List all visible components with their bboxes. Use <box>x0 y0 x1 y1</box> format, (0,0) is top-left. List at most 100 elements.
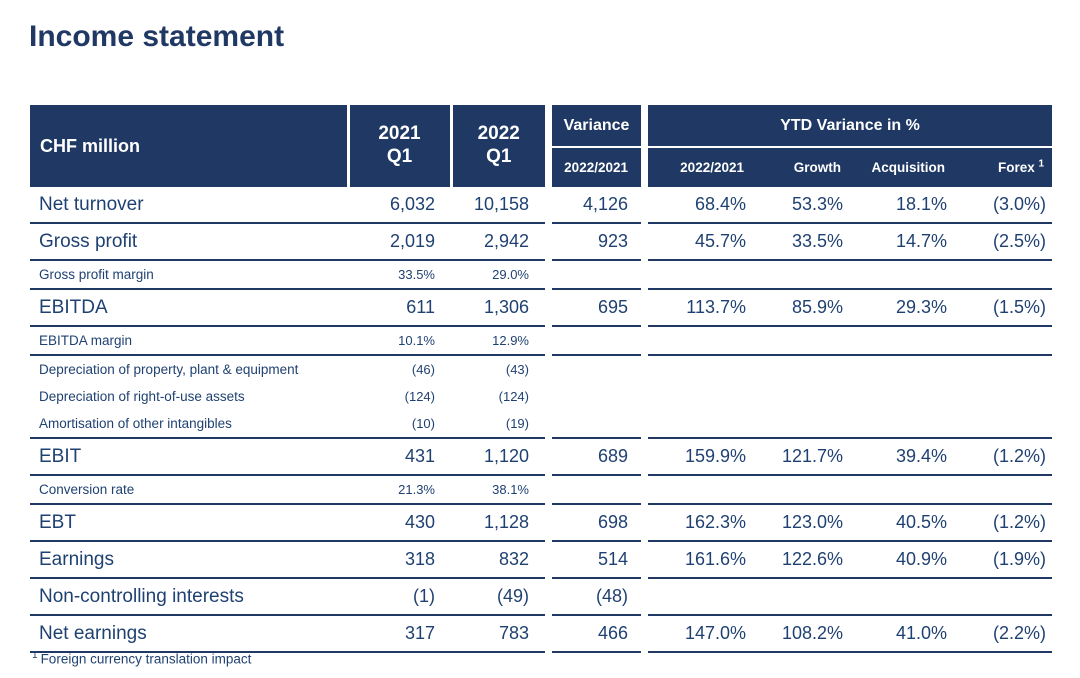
column-gap <box>545 260 552 289</box>
column-gap <box>545 504 552 541</box>
header-2021-q1: 2021 Q1 <box>346 105 451 187</box>
cell-ytd-2022-2021 <box>648 260 752 290</box>
cell-ytd-2022-2021 <box>648 383 752 410</box>
cell-ytd-forex <box>953 475 1053 505</box>
cell-ytd-growth: 121.7% <box>752 438 849 476</box>
cell-ytd-acquisition <box>849 260 953 290</box>
cell-ytd-forex: (1.2%) <box>953 438 1053 476</box>
cell-ytd-growth <box>752 260 849 290</box>
cell-ytd-growth: 85.9% <box>752 289 849 327</box>
income-statement-table: CHF million 2021 Q1 2022 Q1 Variance YTD… <box>30 105 1053 653</box>
table-row: Depreciation of property, plant & equipm… <box>30 355 1052 383</box>
cell-ytd-forex: (2.2%) <box>953 615 1053 653</box>
column-gap <box>545 355 552 383</box>
cell-ytd-forex: (1.5%) <box>953 289 1053 327</box>
cell-ytd-2022-2021: 68.4% <box>648 187 752 224</box>
column-gap <box>641 578 648 615</box>
column-gap <box>545 410 552 438</box>
header-chf-million: CHF million <box>30 105 348 187</box>
cell-variance <box>552 326 641 356</box>
cell-ytd-forex: (3.0%) <box>953 187 1053 224</box>
cell-variance <box>552 410 641 439</box>
cell-ytd-acquisition <box>849 383 953 410</box>
cell-2021-q1: 21.3% <box>348 475 451 505</box>
row-label: Earnings <box>30 541 348 579</box>
cell-ytd-acquisition <box>849 355 953 383</box>
column-gap <box>545 615 552 652</box>
cell-variance: 4,126 <box>552 187 641 224</box>
row-label: Gross profit margin <box>30 260 348 290</box>
footnote-text: Foreign currency translation impact <box>40 651 252 667</box>
footnote: 1 Foreign currency translation impact <box>32 650 251 667</box>
column-gap <box>545 326 552 355</box>
cell-ytd-forex <box>953 326 1053 356</box>
table-body: Net turnover 6,032 10,158 4,126 68.4% 53.3% 18… <box>30 187 1053 653</box>
table-row: Earnings 318 832 514 161.6% 122.6% 40.9% (1.9%) <box>30 541 1053 579</box>
cell-ytd-2022-2021: 159.9% <box>648 438 752 476</box>
cell-ytd-2022-2021: 162.3% <box>648 504 752 542</box>
header-2022-line2: Q1 <box>486 146 512 167</box>
column-gap <box>641 223 648 260</box>
cell-ytd-acquisition: 41.0% <box>849 615 953 653</box>
column-gap <box>545 289 552 326</box>
cell-2022-q1: 12.9% <box>451 326 545 356</box>
cell-ytd-acquisition <box>849 475 953 505</box>
cell-2022-q1: 1,120 <box>451 438 545 476</box>
table-row: EBITDA 611 1,306 695 113.7% 85.9% 29.3% (1.5%) <box>30 289 1053 327</box>
cell-variance: 698 <box>552 504 641 542</box>
cell-2021-q1: 10.1% <box>348 326 451 356</box>
cell-variance: 514 <box>552 541 641 579</box>
cell-ytd-acquisition: 14.7% <box>849 223 953 261</box>
cell-ytd-growth <box>752 410 849 439</box>
row-label: Gross profit <box>30 223 348 261</box>
cell-variance <box>552 260 641 290</box>
column-gap <box>641 383 648 410</box>
cell-2021-q1: 317 <box>348 615 451 653</box>
table-row: EBITDA margin 10.1% 12.9% <box>30 326 1053 356</box>
cell-ytd-growth <box>752 578 849 616</box>
cell-variance: 923 <box>552 223 641 261</box>
column-gap <box>641 105 648 187</box>
cell-variance: 695 <box>552 289 641 327</box>
cell-2021-q1: 611 <box>348 289 451 327</box>
header-2022-q1: 2022 Q1 <box>449 105 545 187</box>
cell-variance <box>552 383 641 410</box>
cell-2022-q1: 783 <box>451 615 545 653</box>
cell-ytd-acquisition <box>849 326 953 356</box>
header-2021-line2: Q1 <box>386 146 413 167</box>
table-row: Non-controlling interests (1) (49) (48) <box>30 578 1053 616</box>
cell-2022-q1: (19) <box>451 410 545 439</box>
cell-ytd-acquisition: 40.9% <box>849 541 953 579</box>
cell-ytd-forex <box>953 260 1053 290</box>
cell-ytd-acquisition: 18.1% <box>849 187 953 224</box>
cell-ytd-growth: 108.2% <box>752 615 849 653</box>
table-row: Net turnover 6,032 10,158 4,126 68.4% 53.3% 18… <box>30 187 1053 224</box>
column-gap <box>641 355 648 383</box>
cell-ytd-acquisition: 39.4% <box>849 438 953 476</box>
column-gap <box>545 578 552 615</box>
cell-2021-q1: 430 <box>348 504 451 542</box>
header-ytd-sub-acquisition: Acquisition <box>849 146 953 187</box>
column-gap <box>545 383 552 410</box>
cell-2021-q1: 33.5% <box>348 260 451 290</box>
table-row: Depreciation of right-of-use assets (124)… <box>30 383 1052 410</box>
row-label: Conversion rate <box>30 475 348 505</box>
cell-ytd-forex: (1.2%) <box>953 504 1053 542</box>
cell-2021-q1: 2,019 <box>348 223 451 261</box>
cell-2022-q1: (124) <box>498 389 529 404</box>
row-label: EBITDA <box>30 289 348 327</box>
row-label: EBT <box>30 504 348 542</box>
cell-ytd-growth: 122.6% <box>752 541 849 579</box>
header-variance: Variance <box>552 105 641 147</box>
cell-2022-q1: 1,306 <box>451 289 545 327</box>
cell-ytd-acquisition: 29.3% <box>849 289 953 327</box>
footnote-marker: 1 <box>32 650 38 661</box>
table-row: Conversion rate 21.3% 38.1% <box>30 475 1053 505</box>
cell-ytd-2022-2021 <box>648 475 752 505</box>
column-gap <box>641 475 648 504</box>
cell-ytd-growth: 33.5% <box>752 223 849 261</box>
cell-2021-q1: 318 <box>348 541 451 579</box>
table-row: Gross profit margin 33.5% 29.0% <box>30 260 1053 290</box>
cell-2022-q1: (49) <box>451 578 545 616</box>
